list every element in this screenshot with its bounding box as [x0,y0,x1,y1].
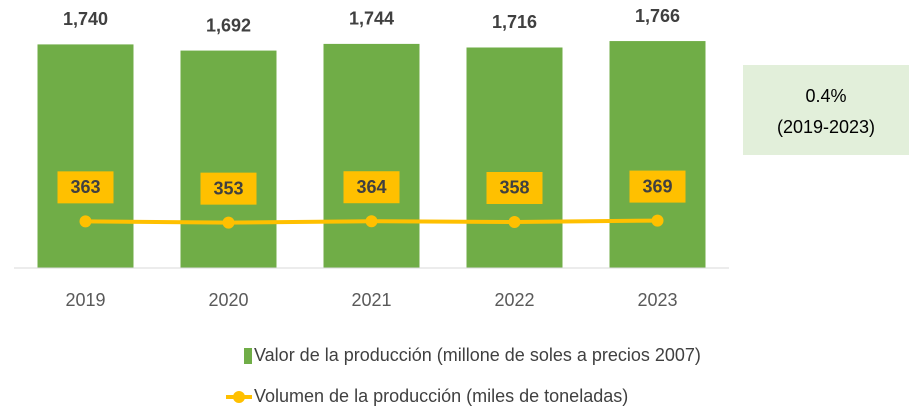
line-value-label: 369 [642,176,672,196]
bar-value-label: 1,766 [635,6,680,26]
annotation: (2019-2023) [777,117,875,137]
line-label-box [486,171,543,204]
annotation: 0.4% [805,86,846,106]
x-tick-label: 2019 [65,290,105,310]
line-label-box [57,171,114,204]
x-tick-label: 2023 [637,290,677,310]
legend-label: Volumen de la producción (miles de tonel… [254,386,628,406]
x-tick-label: 2020 [208,290,248,310]
bar-value-label: 1,744 [349,9,394,29]
line-label-box [343,171,400,204]
bar-value-label: 1,692 [206,15,251,35]
line-marker [508,215,521,228]
legend-swatch [244,348,252,364]
line-value-label: 363 [70,177,100,197]
line-marker [222,216,235,229]
line-marker [79,215,92,228]
bar [466,47,563,268]
bar [323,43,420,269]
line-value-label: 358 [499,178,529,198]
bar-value-label: 1,716 [492,12,537,32]
bar [609,41,706,268]
bar-value-label: 1,740 [63,9,108,29]
bar [37,44,134,268]
annotation-box [743,65,909,155]
line-label-box [629,170,686,203]
line-value-label: 353 [213,178,243,198]
x-tick-label: 2021 [351,290,391,310]
line-marker [651,214,664,227]
x-tick-label: 2022 [494,290,534,310]
bar [180,50,277,268]
line-marker [365,215,378,228]
line-label-box [200,172,257,205]
legend-label: Valor de la producción (millone de soles… [254,345,701,365]
legend-swatch [233,391,245,403]
line-value-label: 364 [356,177,386,197]
